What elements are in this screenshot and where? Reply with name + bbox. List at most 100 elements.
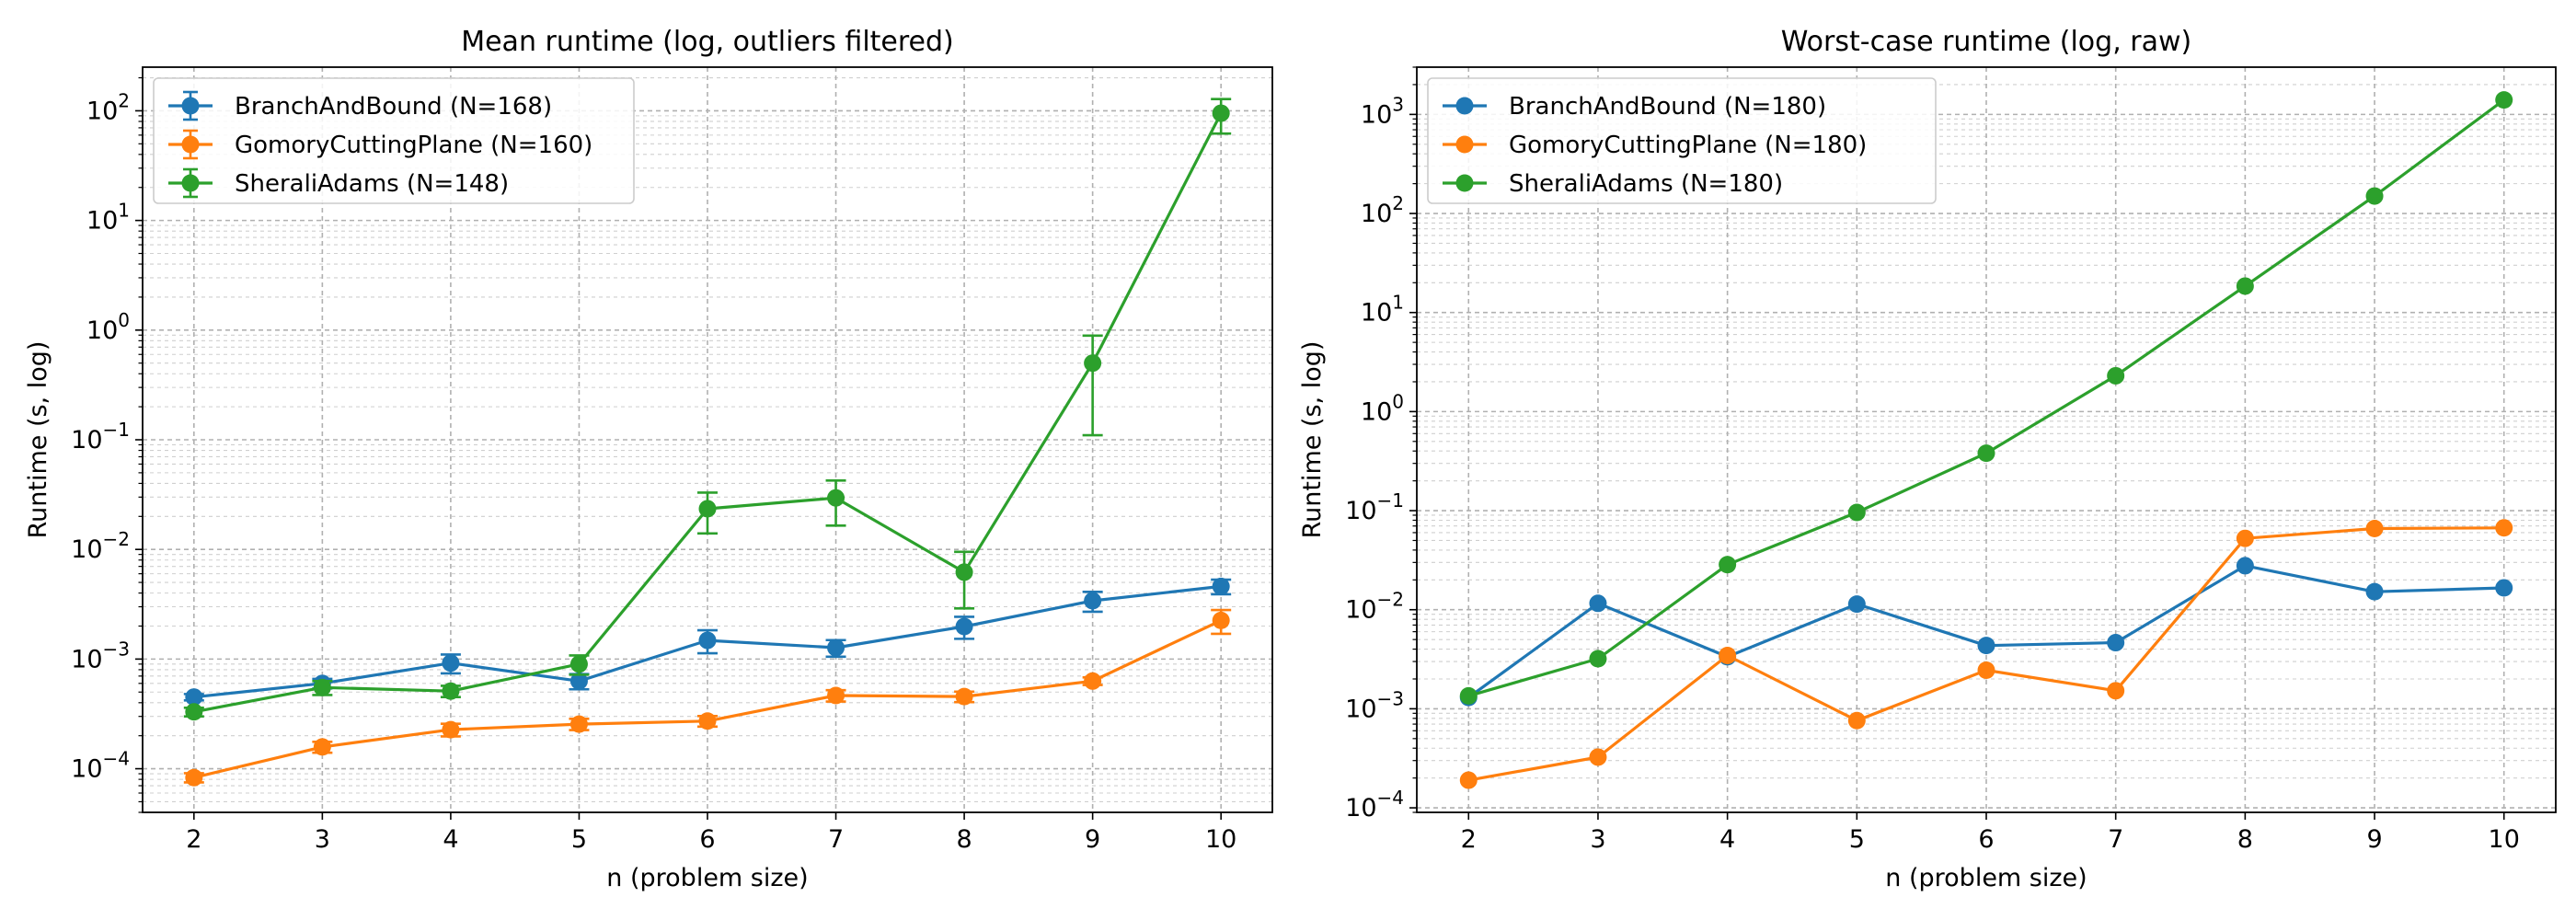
chart-mean-runtime: 2 3 4 5 6 7 8 9 10 10−4 10−3 10−2 10−1 100 101 102 Mean … <box>24 26 1273 892</box>
x-tick-label: 7 <box>828 825 844 854</box>
data-point <box>1977 637 1995 655</box>
legend-label: BranchAndBound (N=180) <box>1509 93 1826 121</box>
data-point <box>1847 711 1866 730</box>
data-point <box>1847 595 1866 614</box>
x-tick-label: 2 <box>186 825 201 854</box>
y-tick-label: 10−2 <box>1345 589 1404 625</box>
x-axis-label: n (problem size) <box>606 864 808 892</box>
y-tick-label: 100 <box>86 309 130 345</box>
data-point <box>955 617 973 636</box>
data-point <box>1589 594 1607 613</box>
series-gomorycuttingplane <box>1459 519 2513 789</box>
chart-worst-case-runtime: 2 3 4 5 6 7 8 9 10 10−4 10−3 10−2 10−1 100 101 102 103 Wo… <box>1298 26 2557 892</box>
plot-area <box>183 98 1232 787</box>
data-point <box>955 563 973 581</box>
data-point <box>442 654 460 673</box>
data-point <box>1084 592 1102 610</box>
data-point <box>1977 444 1995 463</box>
data-point <box>313 738 331 756</box>
legend-box <box>1427 77 1937 204</box>
x-tick-label: 4 <box>1719 825 1735 854</box>
data-point <box>1084 354 1102 373</box>
data-point <box>698 500 717 518</box>
data-point <box>569 655 588 673</box>
data-point <box>569 672 588 690</box>
legend-label: GomoryCuttingPlane (N=180) <box>1509 132 1867 159</box>
data-point <box>1719 556 1737 574</box>
data-point <box>442 720 460 739</box>
x-tick-label: 6 <box>1978 825 1994 854</box>
data-point <box>2365 519 2384 537</box>
plot-area <box>1459 91 2513 789</box>
legend-label: GomoryCuttingPlane (N=160) <box>235 132 592 159</box>
y-tick-label: 101 <box>86 200 130 236</box>
y-tick-label: 103 <box>1361 93 1404 129</box>
x-tick-label: 5 <box>571 825 587 854</box>
data-point <box>2107 634 2125 652</box>
data-point <box>2365 582 2384 601</box>
x-tick-label: 10 <box>1205 825 1236 854</box>
y-tick-label: 10−3 <box>1345 687 1404 723</box>
data-point <box>2236 277 2254 295</box>
legend-box <box>153 77 635 204</box>
y-tick-label: 10−1 <box>71 419 130 454</box>
data-point <box>955 687 973 706</box>
legend: BranchAndBound (N=168) GomoryCuttingPlane… <box>153 77 635 204</box>
data-point <box>698 712 717 730</box>
x-tick-label: 8 <box>956 825 972 854</box>
y-axis-label: Runtime (s, log) <box>1298 341 1327 539</box>
data-point <box>1212 104 1230 122</box>
data-point <box>2107 682 2125 700</box>
y-axis: 10−4 10−3 10−2 10−1 100 101 102 <box>71 76 143 813</box>
y-tick-label: 10−4 <box>1345 787 1404 822</box>
data-point <box>185 768 203 787</box>
series-gomorycuttingplane <box>183 608 1232 787</box>
legend-marker <box>1455 174 1474 192</box>
x-axis: 2 3 4 5 6 7 8 9 10 <box>1461 812 2520 854</box>
chart-title: Worst-case runtime (log, raw) <box>1781 26 2191 58</box>
legend-marker <box>1455 135 1474 154</box>
chart-title: Mean runtime (log, outliers filtered) <box>461 26 954 58</box>
y-tick-label: 10−4 <box>71 748 130 784</box>
x-axis: 2 3 4 5 6 7 8 9 10 <box>186 812 1236 854</box>
legend-marker <box>1455 97 1474 115</box>
y-axis: 10−4 10−3 10−2 10−1 100 101 102 103 <box>1345 66 1417 822</box>
legend-marker <box>181 97 200 115</box>
y-tick-label: 10−1 <box>1345 489 1404 525</box>
data-point <box>1977 661 1995 679</box>
data-point <box>827 638 845 657</box>
legend-item: SheraliAdams (N=148) <box>168 167 509 199</box>
x-tick-label: 7 <box>2108 825 2123 854</box>
legend-label: SheraliAdams (N=148) <box>235 170 509 198</box>
legend-label: BranchAndBound (N=168) <box>235 93 552 121</box>
x-tick-label: 3 <box>1590 825 1605 854</box>
data-point <box>185 688 203 707</box>
y-tick-label: 100 <box>1361 390 1404 426</box>
x-tick-label: 5 <box>1849 825 1865 854</box>
legend-marker <box>181 135 200 154</box>
legend-marker <box>181 174 200 192</box>
y-tick-label: 102 <box>1361 192 1404 228</box>
legend-item: GomoryCuttingPlane (N=160) <box>168 129 592 160</box>
data-point <box>827 489 845 507</box>
data-point <box>1459 686 1478 705</box>
legend-label: SheraliAdams (N=180) <box>1509 170 1783 198</box>
data-point <box>2107 366 2125 385</box>
legend-item: SheraliAdams (N=180) <box>1443 170 1783 198</box>
y-tick-label: 101 <box>1361 292 1404 328</box>
x-tick-label: 8 <box>2237 825 2253 854</box>
x-tick-label: 4 <box>443 825 458 854</box>
data-point <box>2495 579 2513 597</box>
x-tick-label: 9 <box>2366 825 2382 854</box>
x-tick-label: 9 <box>1085 825 1100 854</box>
data-point <box>2495 519 2513 537</box>
x-tick-label: 10 <box>2489 825 2520 854</box>
legend-item: BranchAndBound (N=180) <box>1443 93 1826 121</box>
legend: BranchAndBound (N=180) GomoryCuttingPlane… <box>1427 77 1937 204</box>
data-point <box>1589 650 1607 668</box>
data-point <box>1719 646 1737 664</box>
data-point <box>1847 503 1866 522</box>
legend-item: BranchAndBound (N=168) <box>168 90 552 121</box>
data-point <box>442 682 460 700</box>
